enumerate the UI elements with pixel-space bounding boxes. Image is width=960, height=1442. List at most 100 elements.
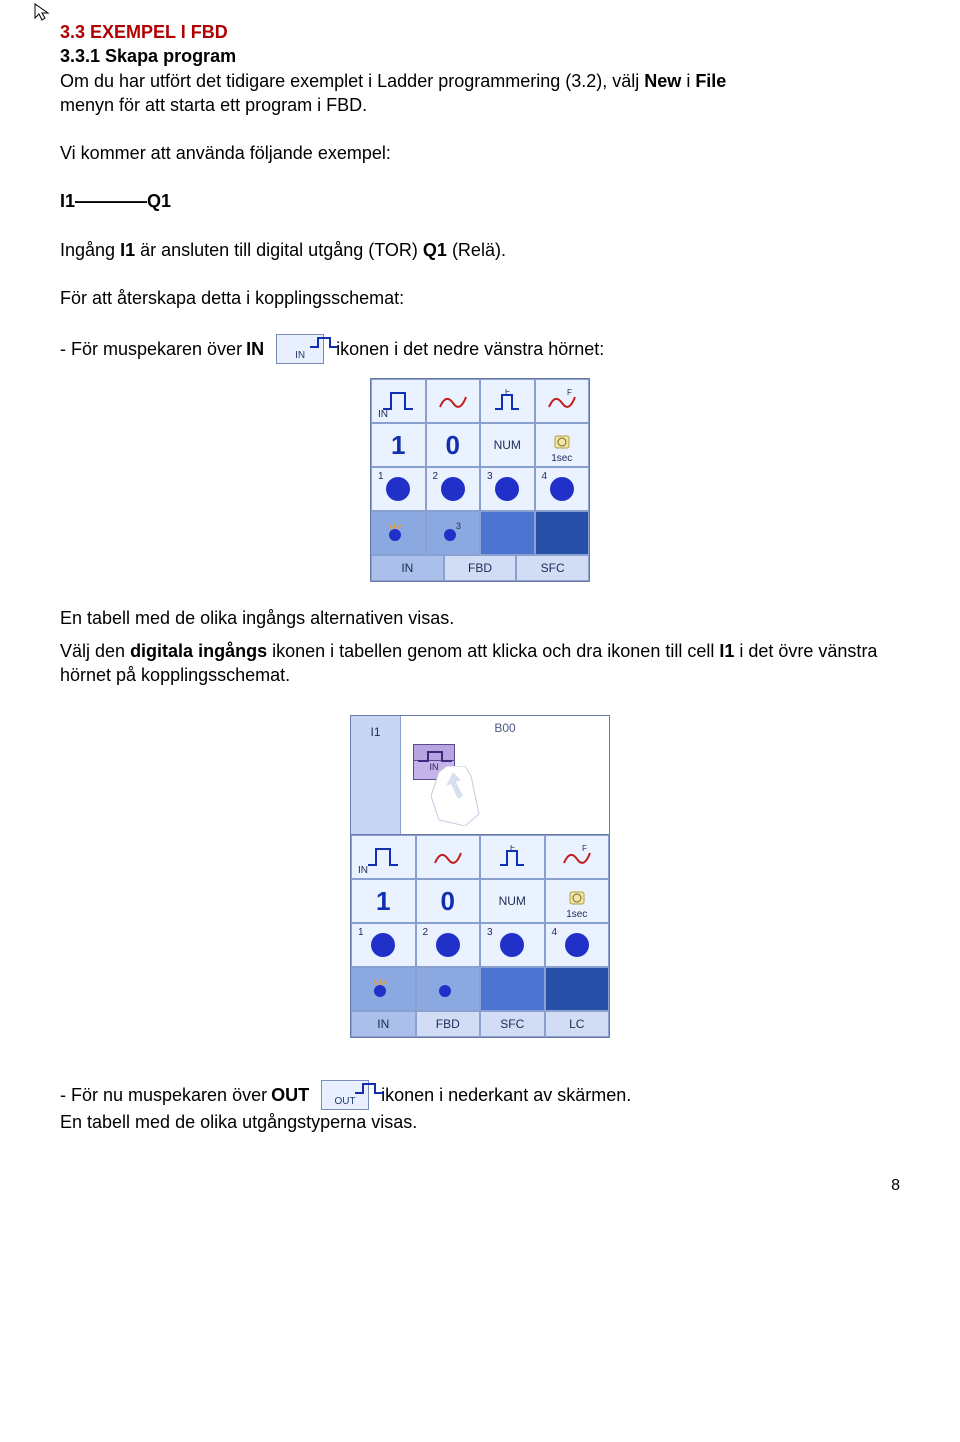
workspace-main: B00 IN xyxy=(401,716,609,834)
step1-a: - För muspekaren över xyxy=(60,337,242,361)
p2-dot-1: 1 xyxy=(351,923,416,967)
page-number: 8 xyxy=(60,1175,900,1197)
palette-figure-1: IN F F 1 0 NUM 1sec 1 2 3 4 3 IN FBD SFC xyxy=(370,378,590,582)
palette-tab-in: IN xyxy=(371,555,444,581)
p2-cell-step: IN xyxy=(351,835,416,879)
p2-tab-sfc: SFC xyxy=(480,1011,545,1037)
palette-cell-step-in: IN xyxy=(371,379,426,423)
in-icon-label: IN xyxy=(277,349,323,363)
dot-num-1: 1 xyxy=(378,470,384,484)
cell-in-lbl: IN xyxy=(378,408,388,422)
tab-in-lbl: IN xyxy=(401,560,413,576)
para6c: ikonen i tabellen genom att klicka och d… xyxy=(272,641,719,661)
p2-tab-lc: LC xyxy=(545,1011,610,1037)
workspace-area: I1 B00 IN xyxy=(350,715,610,835)
dot-num-3: 3 xyxy=(487,470,493,484)
svg-text:F: F xyxy=(510,845,515,852)
p2-1sec-lbl: 1sec xyxy=(546,908,609,922)
para3d: Q1 xyxy=(423,240,447,260)
palette-tab-fbd: FBD xyxy=(444,555,517,581)
p2-tab-in: IN xyxy=(351,1011,416,1037)
para3: Ingång I1 är ansluten till digital utgån… xyxy=(60,238,900,262)
svg-text:F: F xyxy=(505,389,510,396)
p2-dark xyxy=(545,967,610,1011)
p2-dot-2: 2 xyxy=(416,923,481,967)
palette-cell-wave xyxy=(426,379,481,423)
p2-dot-4: 4 xyxy=(545,923,610,967)
heading-sub: 3.3.1 Skapa program xyxy=(60,44,900,68)
num-label: NUM xyxy=(494,437,521,453)
para2: Vi kommer att använda följande exempel: xyxy=(60,141,900,165)
p2-dot-3: 3 xyxy=(480,923,545,967)
palette-cell-0: 0 xyxy=(426,423,481,467)
ws-b00: B00 xyxy=(494,720,515,736)
palette-dot-4: 4 xyxy=(535,467,590,511)
p2-cell-f1: F xyxy=(480,835,545,879)
dot-num-4: 4 xyxy=(542,470,548,484)
palette-cell-f2: F xyxy=(535,379,590,423)
palette-dot-1: 1 xyxy=(371,467,426,511)
drag-arrow-icon xyxy=(431,766,481,826)
para7: En tabell med de olika utgångstyperna vi… xyxy=(60,1110,900,1134)
svg-text:3: 3 xyxy=(456,521,461,531)
out-icon: OUT xyxy=(321,1080,369,1110)
p2-cell-f2: F xyxy=(545,835,610,879)
p2-in-lbl: IN xyxy=(358,864,368,878)
para6: Välj den digitala ingångs ikonen i tabel… xyxy=(60,639,900,688)
onesec-label: 1sec xyxy=(536,452,589,466)
io-line: I1————Q1 xyxy=(60,189,900,213)
step2-out: OUT xyxy=(271,1083,309,1107)
palette-cell-num: NUM xyxy=(480,423,535,467)
intro-part2: i xyxy=(686,71,695,91)
out-icon-label: OUT xyxy=(322,1095,368,1109)
palette-cell-1: 1 xyxy=(371,423,426,467)
figure-2: I1 B00 IN IN F F xyxy=(350,715,610,1052)
ws-i1: I1 xyxy=(370,724,380,740)
palette-dot-2: 2 xyxy=(426,467,481,511)
palette-figure-2: IN F F 1 0 NUM 1sec 1 2 3 4 xyxy=(350,835,610,1038)
workspace-side: I1 xyxy=(351,716,401,834)
step2-line: - För nu muspekaren över OUT OUT ikonen … xyxy=(60,1080,900,1110)
para6a: Välj den xyxy=(60,641,130,661)
p2-d4: 4 xyxy=(552,926,558,940)
para3b: I1 xyxy=(120,240,135,260)
p2-cell-0: 0 xyxy=(416,879,481,923)
step2-b: ikonen i nederkant av skärmen. xyxy=(381,1083,631,1107)
step2-a: - För nu muspekaren över xyxy=(60,1083,267,1107)
svg-text:F: F xyxy=(582,845,587,853)
palette-cell-sun2: 3 xyxy=(426,511,481,555)
palette-cell-highlight xyxy=(480,511,535,555)
dot-num-2: 2 xyxy=(433,470,439,484)
intro-paragraph: Om du har utfört det tidigare exemplet i… xyxy=(60,69,900,93)
p2-d2: 2 xyxy=(423,926,429,940)
intro-part1: Om du har utfört det tidigare exemplet i… xyxy=(60,71,644,91)
step1-b: ikonen i det nedre vänstra hörnet: xyxy=(336,337,604,361)
palette-dot-3: 3 xyxy=(480,467,535,511)
svg-text:F: F xyxy=(567,389,572,397)
p2-sun2 xyxy=(416,967,481,1011)
para6b: digitala ingångs xyxy=(130,641,267,661)
palette-cell-dark xyxy=(535,511,590,555)
p2-sun1 xyxy=(351,967,416,1011)
p2-cell-1sec: 1sec xyxy=(545,879,610,923)
p2-cell-num: NUM xyxy=(480,879,545,923)
palette-cell-1sec: 1sec xyxy=(535,423,590,467)
palette-tab-sfc: SFC xyxy=(516,555,589,581)
heading-main: 3.3 EXEMPEL I FBD xyxy=(60,20,900,44)
p2-cell-1: 1 xyxy=(351,879,416,923)
step1-in: IN xyxy=(246,337,264,361)
palette-cell-f1: F xyxy=(480,379,535,423)
para5: En tabell med de olika ingångs alternati… xyxy=(60,606,900,630)
palette-cell-sun1 xyxy=(371,511,426,555)
p2-d3: 3 xyxy=(487,926,493,940)
step1-line: - För muspekaren över IN IN ikonen i det… xyxy=(60,334,900,364)
para3e: (Relä). xyxy=(452,240,506,260)
para3c: är ansluten till digital utgång (TOR) xyxy=(140,240,423,260)
p2-cell-wave xyxy=(416,835,481,879)
intro-file: File xyxy=(695,71,726,91)
para3a: Ingång xyxy=(60,240,120,260)
p2-num-lbl: NUM xyxy=(499,893,526,909)
intro-new: New xyxy=(644,71,681,91)
p2-highlight xyxy=(480,967,545,1011)
p2-tab-fbd: FBD xyxy=(416,1011,481,1037)
